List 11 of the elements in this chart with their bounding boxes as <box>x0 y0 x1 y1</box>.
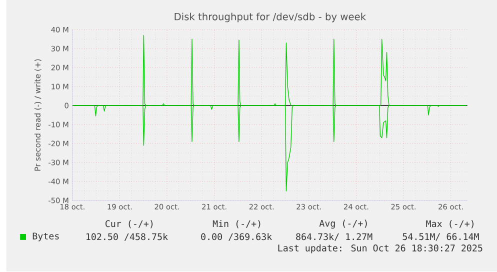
text: 102.50 /458.75k <box>86 233 168 242</box>
chart-title: Disk throughput for /dev/sdb - by week <box>174 12 366 22</box>
text: Cur (-/+) <box>106 220 153 228</box>
text: Avg (-/+) <box>319 220 367 229</box>
legend-label: Bytes <box>32 232 59 242</box>
text: Max (-/+) <box>426 220 474 228</box>
text: 864.73k/ 1.27M <box>296 233 372 242</box>
text: Last update: Sun Oct 26 18:30:27 2025 <box>278 244 482 254</box>
text: 54.51M/ 66.14M <box>402 233 479 242</box>
text: 0.00 /369.63k <box>201 233 272 242</box>
text: Min (-/+) <box>212 220 260 228</box>
